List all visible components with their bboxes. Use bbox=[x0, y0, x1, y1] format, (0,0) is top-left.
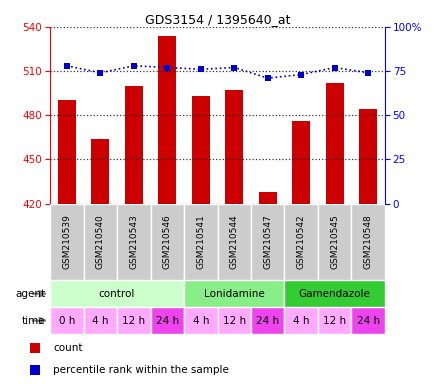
Bar bbox=[124, 86, 143, 204]
Bar bbox=[50, 280, 184, 307]
Text: GSM210545: GSM210545 bbox=[329, 215, 339, 269]
Text: GSM210548: GSM210548 bbox=[363, 215, 372, 269]
Bar bbox=[258, 192, 276, 204]
Text: GSM210539: GSM210539 bbox=[62, 215, 71, 269]
Text: Gamendazole: Gamendazole bbox=[298, 289, 370, 299]
Bar bbox=[117, 204, 150, 280]
Bar bbox=[150, 307, 184, 334]
Text: 4 h: 4 h bbox=[293, 316, 309, 326]
Text: 4 h: 4 h bbox=[92, 316, 108, 326]
Text: 24 h: 24 h bbox=[256, 316, 279, 326]
Text: control: control bbox=[99, 289, 135, 299]
Bar bbox=[91, 139, 109, 204]
Text: Lonidamine: Lonidamine bbox=[204, 289, 264, 299]
Title: GDS3154 / 1395640_at: GDS3154 / 1395640_at bbox=[145, 13, 289, 26]
Text: 24 h: 24 h bbox=[356, 316, 379, 326]
Bar bbox=[284, 280, 384, 307]
Text: 12 h: 12 h bbox=[222, 316, 245, 326]
Text: 12 h: 12 h bbox=[122, 316, 145, 326]
Bar bbox=[217, 307, 250, 334]
Bar bbox=[117, 307, 150, 334]
Text: GSM210544: GSM210544 bbox=[229, 215, 238, 269]
Bar bbox=[57, 101, 76, 204]
Bar bbox=[284, 204, 317, 280]
Bar bbox=[184, 280, 284, 307]
Bar bbox=[150, 204, 184, 280]
Text: GSM210543: GSM210543 bbox=[129, 215, 138, 269]
Text: GSM210542: GSM210542 bbox=[296, 215, 305, 269]
Bar bbox=[50, 307, 83, 334]
Text: GSM210546: GSM210546 bbox=[162, 215, 171, 269]
Bar bbox=[158, 36, 176, 204]
Bar bbox=[351, 307, 384, 334]
Bar bbox=[184, 307, 217, 334]
Bar bbox=[50, 204, 83, 280]
Bar bbox=[325, 83, 343, 204]
Text: 4 h: 4 h bbox=[192, 316, 208, 326]
Bar bbox=[217, 204, 250, 280]
Bar bbox=[317, 307, 351, 334]
Bar bbox=[317, 204, 351, 280]
Bar bbox=[83, 307, 117, 334]
Bar bbox=[358, 109, 377, 204]
Text: 12 h: 12 h bbox=[322, 316, 345, 326]
Text: GSM210541: GSM210541 bbox=[196, 215, 205, 269]
Text: 24 h: 24 h bbox=[155, 316, 178, 326]
Bar bbox=[224, 90, 243, 204]
Bar bbox=[250, 204, 284, 280]
Text: GSM210540: GSM210540 bbox=[95, 215, 105, 269]
Text: agent: agent bbox=[16, 289, 46, 299]
Text: count: count bbox=[53, 343, 82, 353]
Bar bbox=[184, 204, 217, 280]
Text: 0 h: 0 h bbox=[59, 316, 75, 326]
Bar bbox=[291, 121, 310, 204]
Text: time: time bbox=[22, 316, 46, 326]
Bar bbox=[284, 307, 317, 334]
Text: GSM210547: GSM210547 bbox=[263, 215, 272, 269]
Bar bbox=[191, 96, 210, 204]
Bar bbox=[83, 204, 117, 280]
Text: percentile rank within the sample: percentile rank within the sample bbox=[53, 365, 229, 375]
Bar bbox=[250, 307, 284, 334]
Bar bbox=[351, 204, 384, 280]
